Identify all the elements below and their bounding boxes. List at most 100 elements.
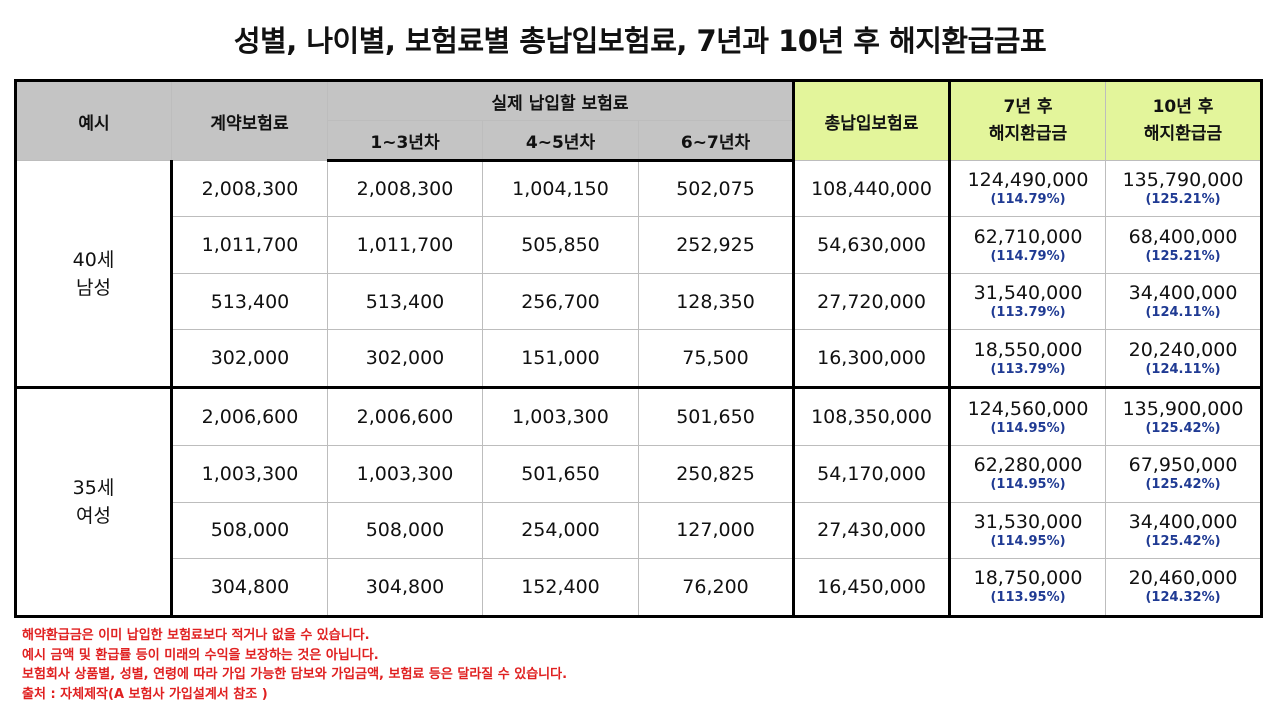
contract-premium-cell: 302,000 [171,329,328,389]
refund-10y-amount: 135,900,000 [1122,397,1244,420]
premium-y1-3-cell: 1,011,700 [327,216,483,274]
refund-7y-amount: 62,280,000 [973,454,1083,477]
refund-10y-rate: (125.42%) [1145,420,1221,436]
refund-10y-rate: (124.32%) [1145,590,1221,606]
total-paid-cell: 108,350,000 [792,386,951,447]
refund-10y-rate: (124.11%) [1145,305,1221,321]
refund-10y-cell: 20,240,000 (124.11%) [1105,329,1263,389]
premium-y4-5-cell: 152,400 [482,557,639,618]
header-refund-10y-line1: 10년 후 [1152,97,1214,117]
premium-y4-5-cell: 1,004,150 [482,159,639,218]
total-paid-cell: 27,720,000 [792,272,951,331]
premium-y1-3-cell: 304,800 [327,557,483,618]
header-years-4-5: 4~5년차 [482,120,639,162]
refund-7y-amount: 124,560,000 [967,397,1089,420]
contract-premium-cell: 1,011,700 [171,216,328,274]
refund-7y-cell: 62,710,000 (114.79%) [948,216,1107,274]
refund-10y-cell: 135,900,000 (125.42%) [1105,386,1263,447]
refund-7y-rate: (114.79%) [990,248,1066,264]
disclaimer-line: 해약환급금은 이미 납입한 보험료보다 적거나 없을 수 있습니다. [22,628,370,643]
refund-10y-rate: (125.42%) [1145,533,1221,549]
header-refund-7y-line2: 해지환급금 [988,124,1068,144]
premium-y4-5-cell: 256,700 [482,272,639,331]
refund-10y-amount: 20,460,000 [1128,567,1238,590]
refund-7y-rate: (113.79%) [990,361,1066,377]
source-line: 출처 : 자체제작(A 보험사 가입설계서 참조 ) [22,686,268,702]
total-paid-cell: 16,450,000 [792,557,951,618]
refund-7y-cell: 124,560,000 (114.95%) [948,386,1107,447]
refund-7y-rate: (113.79%) [990,305,1066,321]
disclaimer-line: 보험회사 상품별, 성별, 연령에 따라 가입 가능한 담보와 가입금액, 보험… [22,667,568,682]
refund-10y-cell: 135,790,000 (125.21%) [1105,159,1263,218]
total-paid-cell: 54,170,000 [792,445,951,503]
table-row: 508,000 508,000 254,000 127,000 27,430,0… [16,501,1263,559]
header-refund-10y: 10년 후 해지환급금 [1105,80,1263,161]
header-refund-7y: 7년 후 해지환급금 [948,80,1107,161]
table-row: 513,400 513,400 256,700 128,350 27,720,0… [16,272,1263,331]
total-paid-cell: 54,630,000 [792,216,951,274]
refund-10y-amount: 34,400,000 [1128,510,1238,533]
premium-y1-3-cell: 1,003,300 [327,445,483,503]
refund-7y-cell: 31,530,000 (114.95%) [948,501,1107,559]
refund-10y-cell: 67,950,000 (125.42%) [1105,445,1263,503]
premium-y6-7-cell: 76,200 [637,557,795,618]
premium-y1-3-cell: 2,006,600 [327,386,483,447]
refund-10y-amount: 135,790,000 [1122,169,1244,192]
refund-10y-amount: 34,400,000 [1128,282,1238,305]
refund-7y-rate: (114.95%) [990,533,1066,549]
refund-7y-cell: 18,550,000 (113.79%) [948,329,1107,389]
refund-10y-rate: (125.42%) [1145,477,1221,493]
header-total-paid: 총납입보험료 [792,80,951,161]
table-row: 40세 남성 2,008,300 2,008,300 1,004,150 502… [15,159,1263,389]
refund-7y-amount: 31,540,000 [973,282,1083,305]
refund-10y-amount: 68,400,000 [1128,225,1238,248]
group-label: 40세 남성 [15,159,173,389]
total-paid-cell: 108,440,000 [792,159,951,218]
contract-premium-cell: 2,008,300 [171,159,328,218]
contract-premium-cell: 2,006,600 [171,386,328,447]
group-gender: 남성 [76,276,111,299]
group-age: 40세 [72,248,115,271]
contract-premium-cell: 1,003,300 [171,445,328,503]
premium-y4-5-cell: 254,000 [482,501,639,559]
table-row: 304,800 304,800 152,400 76,200 16,450,00… [16,557,1263,618]
table-body: 40세 남성 2,008,300 2,008,300 1,004,150 502… [15,159,1263,618]
premium-y4-5-cell: 505,850 [482,216,639,274]
refund-table: 예시 계약보험료 실제 납입할 보험료 총납입보험료 7년 후 해지환급금 10… [14,79,1264,618]
group-gender: 여성 [76,505,111,528]
header-years-1-3: 1~3년차 [327,120,483,162]
contract-premium-cell: 304,800 [171,557,328,618]
refund-7y-cell: 31,540,000 (113.79%) [948,272,1107,331]
refund-7y-cell: 18,750,000 (113.95%) [948,557,1107,618]
premium-y4-5-cell: 501,650 [482,445,639,503]
refund-7y-cell: 124,490,000 (114.79%) [948,159,1107,218]
premium-y6-7-cell: 252,925 [637,216,795,274]
refund-7y-rate: (114.95%) [990,477,1066,493]
refund-7y-cell: 62,280,000 (114.95%) [948,445,1107,503]
refund-7y-rate: (114.79%) [990,192,1066,208]
refund-7y-amount: 124,490,000 [967,169,1089,192]
table-row: 1,011,700 1,011,700 505,850 252,925 54,6… [16,216,1263,274]
header-years-6-7: 6~7년차 [637,120,795,162]
refund-10y-rate: (124.11%) [1145,361,1221,377]
table-row: 1,003,300 1,003,300 501,650 250,825 54,1… [16,445,1263,503]
total-paid-cell: 16,300,000 [792,329,951,389]
disclaimer-line: 예시 금액 및 환급률 등이 미래의 수익을 보장하는 것은 아닙니다. [22,647,379,663]
premium-y6-7-cell: 501,650 [637,386,795,447]
contract-premium-cell: 508,000 [171,501,328,559]
header-actual-premium: 실제 납입할 보험료 [326,80,795,121]
group-label: 35세 여성 [15,386,173,617]
premium-y1-3-cell: 2,008,300 [327,159,483,218]
refund-7y-amount: 62,710,000 [973,225,1083,248]
premium-y4-5-cell: 151,000 [482,329,639,389]
refund-7y-rate: (113.95%) [990,590,1066,606]
refund-10y-cell: 20,460,000 (124.32%) [1105,557,1263,618]
premium-y1-3-cell: 513,400 [327,272,483,331]
refund-10y-amount: 67,950,000 [1128,454,1238,477]
premium-y6-7-cell: 502,075 [637,159,795,218]
premium-y1-3-cell: 508,000 [327,501,483,559]
page-title: 성별, 나이별, 보험료별 총납입보험료, 7년과 10년 후 해지환급금표 [233,24,1047,58]
table-row: 302,000 302,000 151,000 75,500 16,300,00… [16,329,1263,389]
refund-7y-amount: 18,550,000 [973,338,1083,361]
refund-10y-cell: 34,400,000 (125.42%) [1105,501,1263,559]
